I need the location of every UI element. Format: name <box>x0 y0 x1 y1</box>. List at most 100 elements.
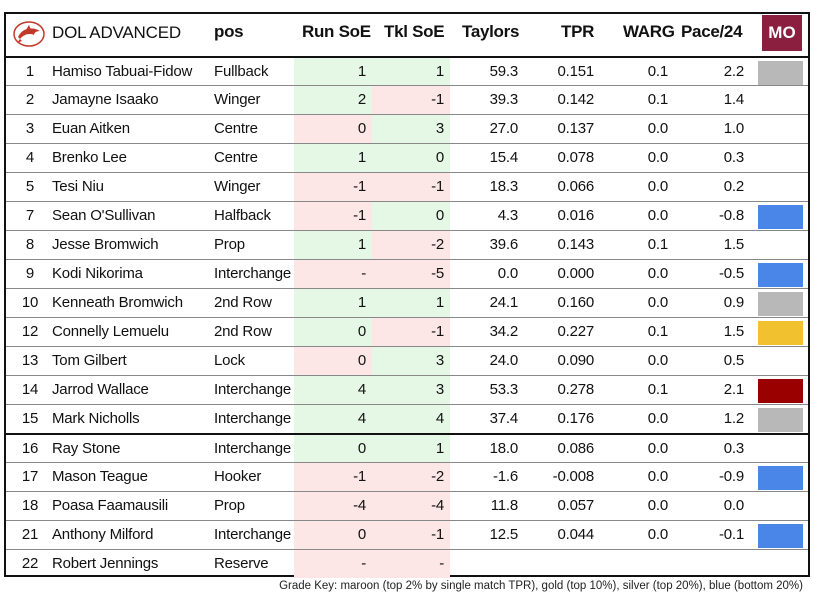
run-soe-value: -1 <box>294 202 372 230</box>
grade-swatch-gold <box>758 321 803 345</box>
pace-value: 0.5 <box>723 352 744 369</box>
player-name: Kenneath Bromwich <box>52 294 183 311</box>
player-name: Brenko Lee <box>52 149 127 166</box>
tpr-value: 0.160 <box>557 294 594 311</box>
taylors-value: 24.1 <box>489 294 519 311</box>
player-position: Interchange <box>214 265 292 282</box>
run-soe-value: 1 <box>294 289 372 317</box>
player-name: Ray Stone <box>52 440 121 457</box>
table-row: 14 Jarrod Wallace Interchange 4 3 53.3 0.278 0.… <box>6 375 808 404</box>
pace-value: 1.0 <box>723 120 744 137</box>
tpr-value: 0.066 <box>557 178 594 195</box>
tpr-value: 0.086 <box>557 440 594 457</box>
player-number: 5 <box>25 178 35 195</box>
player-position: Winger <box>214 178 261 195</box>
player-number: 21 <box>21 526 39 543</box>
player-position: Reserve <box>214 555 269 572</box>
tkl-soe-value: -1 <box>372 521 450 549</box>
player-name: Tesi Niu <box>52 178 104 195</box>
player-name: Tom Gilbert <box>52 352 127 369</box>
player-number: 13 <box>21 352 39 369</box>
taylors-value <box>450 550 518 578</box>
tpr-value: 0.142 <box>557 91 594 108</box>
tpr-value: -0.008 <box>552 468 595 485</box>
table-row: 21 Anthony Milford Interchange 0 -1 12.5 0.044… <box>6 520 808 549</box>
player-name: Mark Nicholls <box>52 410 140 427</box>
tkl-soe-value: 1 <box>372 435 450 463</box>
tkl-soe-value: 3 <box>372 376 450 404</box>
grade-swatch-maroon <box>758 379 803 403</box>
pace-value: 0.0 <box>723 497 744 514</box>
player-number: 17 <box>21 468 39 485</box>
warg-value: 0.0 <box>647 352 668 369</box>
tkl-soe-value: 1 <box>372 289 450 317</box>
pace-value: -0.8 <box>718 207 744 224</box>
tpr-value: 0.176 <box>557 410 594 427</box>
column-header-tkl-soe: Tkl SoE <box>384 22 445 41</box>
player-name: Sean O'Sullivan <box>52 207 156 224</box>
run-soe-value: 0 <box>294 115 372 143</box>
table-row: 1 Hamiso Tabuai-Fidow Fullback 1 1 59.3 0.151 0… <box>6 56 808 86</box>
pace-value: 1.4 <box>723 91 744 108</box>
column-header-pos: pos <box>214 22 244 41</box>
table-row: 13 Tom Gilbert Lock 0 3 24.0 0.090 0.0 0.5 <box>6 346 808 375</box>
grade-swatch-blue <box>758 205 803 229</box>
grade-swatch-silver <box>758 408 803 432</box>
tpr-value: 0.143 <box>557 236 594 253</box>
player-name: Jarrod Wallace <box>52 381 149 398</box>
run-soe-value: 1 <box>294 231 372 259</box>
player-position: Centre <box>214 120 258 137</box>
dolphin-logo-icon <box>13 21 45 47</box>
player-name: Jamayne Isaako <box>52 91 159 108</box>
table-row: 8 Jesse Bromwich Prop 1 -2 39.6 0.143 0.1 1.5 <box>6 230 808 259</box>
player-position: Interchange <box>214 440 292 457</box>
table-row: 7 Sean O'Sullivan Halfback -1 0 4.3 0.016 0.0 -0… <box>6 201 808 230</box>
pace-value: 0.2 <box>723 178 744 195</box>
table-row: 16 Ray Stone Interchange 0 1 18.0 0.086 0.0 0.3 <box>6 433 808 463</box>
tpr-value: 0.227 <box>557 323 594 340</box>
player-position: 2nd Row <box>214 294 272 311</box>
table-row: 18 Poasa Faamausili Prop -4 -4 11.8 0.057 0.0 0.… <box>6 491 808 520</box>
tkl-soe-value: -2 <box>372 463 450 491</box>
player-position: Interchange <box>214 381 292 398</box>
player-number: 1 <box>25 63 35 80</box>
player-number: 12 <box>21 323 39 340</box>
player-name: Connelly Lemuelu <box>52 323 169 340</box>
player-number: 7 <box>25 207 35 224</box>
column-header-tpr: TPR <box>561 22 595 41</box>
taylors-value: 4.3 <box>497 207 518 224</box>
tkl-soe-value: 3 <box>372 347 450 375</box>
player-position: Winger <box>214 91 261 108</box>
player-position: Interchange <box>214 410 292 427</box>
table-row: 3 Euan Aitken Centre 0 3 27.0 0.137 0.0 1.0 <box>6 114 808 143</box>
table-row: 17 Mason Teague Hooker -1 -2 -1.6 -0.008 0.0 -0.… <box>6 462 808 491</box>
table-row: 22 Robert Jennings Reserve - - <box>6 549 808 578</box>
stats-table: DOL ADVANCED pos Run SoE Tkl SoE Taylors… <box>4 12 810 578</box>
player-position: Halfback <box>214 207 271 224</box>
taylors-value: 0.0 <box>497 265 518 282</box>
warg-value: 0.0 <box>647 149 668 166</box>
warg-value: 0.0 <box>647 265 668 282</box>
taylors-value: 18.0 <box>489 440 519 457</box>
taylors-value: 11.8 <box>490 497 518 514</box>
pace-value: 1.5 <box>723 236 744 253</box>
tpr-value: 0.000 <box>557 265 594 282</box>
grade-swatch-silver <box>758 61 803 85</box>
taylors-value: 39.6 <box>489 236 519 253</box>
player-number: 4 <box>25 149 35 166</box>
grade-swatch-silver <box>758 292 803 316</box>
tkl-soe-value: 3 <box>372 115 450 143</box>
taylors-value: 24.0 <box>489 352 519 369</box>
table-row: 4 Brenko Lee Centre 1 0 15.4 0.078 0.0 0.3 <box>6 143 808 172</box>
warg-value: 0.0 <box>647 440 668 457</box>
taylors-value: 27.0 <box>489 120 519 137</box>
pace-value: 1.5 <box>723 323 744 340</box>
tkl-soe-value: -1 <box>372 86 450 114</box>
tpr-value: 0.090 <box>557 352 594 369</box>
pace-value: 0.3 <box>723 440 744 457</box>
column-header-pace: Pace/24 <box>681 22 743 41</box>
run-soe-value: 4 <box>294 405 372 433</box>
table-row: 2 Jamayne Isaako Winger 2 -1 39.3 0.142 0.1 1.4 <box>6 85 808 114</box>
table-row: 9 Kodi Nikorima Interchange - -5 0.0 0.000 0.0 -… <box>6 259 808 288</box>
run-soe-value: 1 <box>294 58 372 86</box>
